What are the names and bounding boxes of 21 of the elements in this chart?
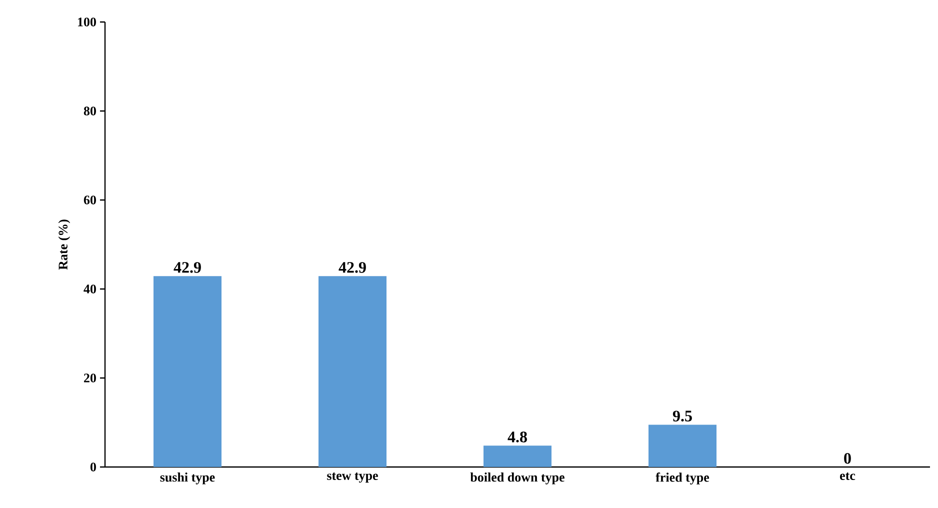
bar [648,424,716,467]
data-label: 0 [844,452,851,464]
data-label: 9.5 [672,410,692,422]
y-tick-label: 40 [84,284,96,294]
bar [318,276,387,467]
y-tick-label: 100 [78,18,96,26]
y-axis-title: Rate (%) [58,220,70,270]
x-tick-label: stew type [327,472,378,483]
x-tick-label: sushi type [160,472,215,484]
bar [484,446,552,467]
x-tick-label: fried type [656,472,710,484]
data-label: 42.9 [174,262,201,273]
y-tick-label: 60 [84,196,96,204]
y-tick-label: 80 [84,106,96,116]
data-label: 4.8 [508,432,527,442]
x-tick-label: etc [840,472,856,480]
bar [154,276,222,467]
data-label: 42.9 [338,262,366,273]
x-tick-label: boiled down type [470,472,564,484]
y-tick-label: 0 [90,462,96,472]
y-tick-label: 20 [84,374,96,382]
